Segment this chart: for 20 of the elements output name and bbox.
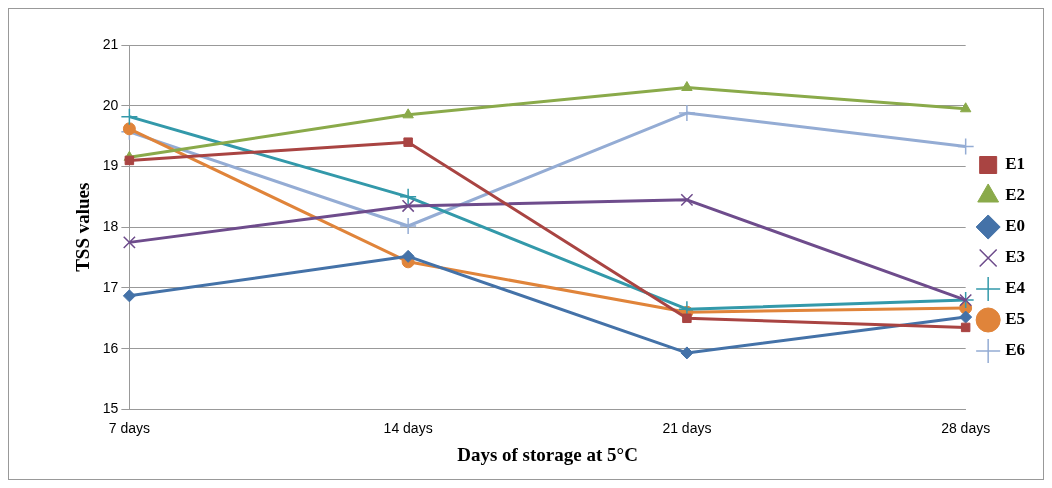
x-axis-title: Days of storage at 5°C (457, 443, 638, 465)
y-tick-label: 20 (102, 96, 119, 113)
x-tick-label: 21 days (662, 419, 712, 436)
y-tick-label: 19 (102, 157, 119, 174)
y-tick-label: 16 (102, 339, 119, 356)
x-tick-label: 28 days (941, 419, 991, 436)
legend-label: E0 (1005, 216, 1025, 236)
y-tick-label: 18 (102, 218, 119, 235)
legend-label: E5 (1005, 309, 1025, 329)
legend-label: E6 (1005, 340, 1025, 360)
legend-label: E3 (1005, 247, 1025, 267)
y-tick-label: 17 (102, 278, 119, 295)
x-tick-label: 7 days (108, 419, 150, 436)
x-tick-label: 14 days (383, 419, 433, 436)
y-tick-label: 21 (102, 35, 119, 52)
legend-label: E2 (1005, 185, 1025, 205)
y-tick-label: 15 (102, 400, 119, 417)
legend-label: E4 (1005, 278, 1026, 298)
legend-label: E1 (1005, 154, 1025, 174)
y-axis-title: TSS values (72, 182, 94, 272)
